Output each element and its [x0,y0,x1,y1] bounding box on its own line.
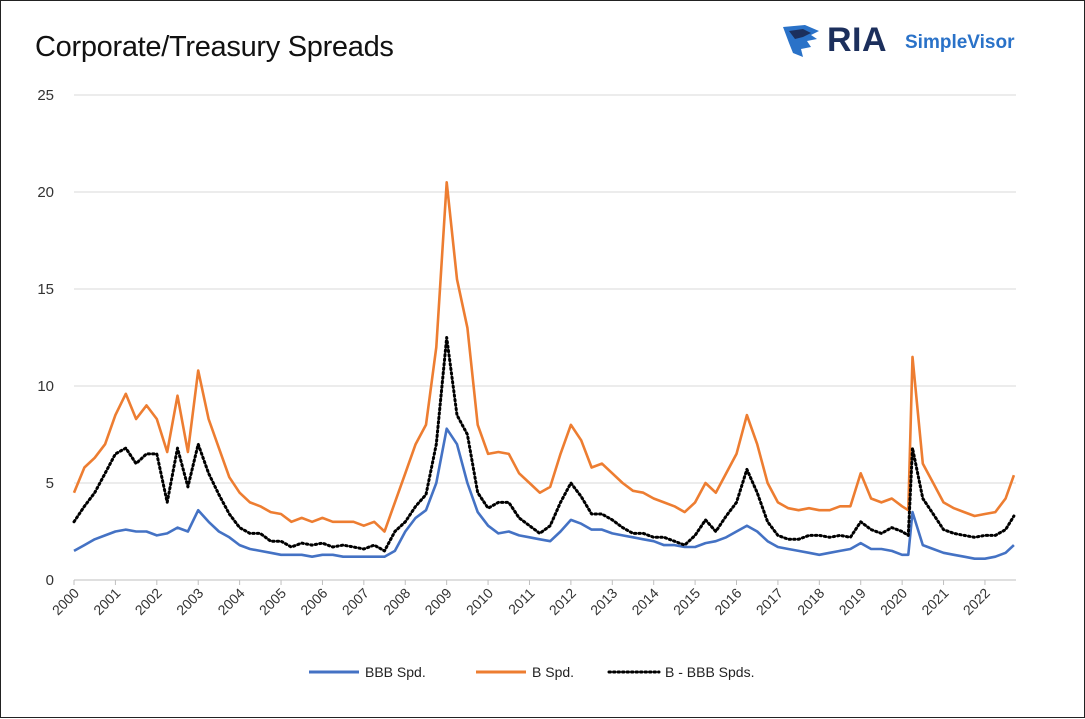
x-tick-label: 2007 [339,585,372,618]
y-tick-label: 20 [37,184,54,201]
x-tick-label: 2016 [711,585,744,618]
y-tick-label: 25 [37,87,54,104]
x-tick-label: 2021 [918,585,951,618]
legend: BBB Spd. B Spd. B - BBB Spds. [309,664,754,680]
x-axis-ticks: 2000 2001 2002 2003 2004 2005 2006 2007 2008 2009… [49,580,993,618]
x-tick-label: 2018 [794,585,827,618]
gridlines [74,94,1016,581]
x-tick-label: 2011 [505,585,538,618]
y-tick-label: 5 [46,475,54,492]
x-tick-label: 2003 [173,585,206,618]
chart-title: Corporate/Treasury Spreads [35,31,394,63]
y-tick-label: 10 [37,378,54,395]
y-axis-ticks: 0 5 10 15 20 25 [37,87,54,589]
ria-simplevisor-logo: RIA SimpleVisor [781,19,1051,67]
x-tick-label: 2004 [214,585,247,618]
legend-label: BBB Spd. [365,664,426,680]
x-tick-label: 2014 [628,585,661,618]
y-tick-label: 0 [46,572,54,589]
legend-label: B Spd. [532,664,574,680]
x-tick-label: 2002 [132,585,165,618]
series-line-b-bbb-spds [72,336,1016,553]
x-tick-label: 2008 [380,585,413,618]
x-tick-label: 2012 [546,585,579,618]
x-tick-label: 2006 [297,585,330,618]
x-tick-label: 2000 [49,585,82,618]
eagle-logo-icon [783,25,819,57]
x-tick-label: 2005 [256,585,289,618]
x-tick-label: 2020 [877,585,910,618]
x-tick-label: 2009 [421,585,454,618]
x-tick-label: 2001 [90,585,123,618]
series-line-b-spd [72,181,1016,533]
x-tick-label: 2019 [836,585,869,618]
x-tick-label: 2017 [753,585,786,618]
logo-simplevisor-text: SimpleVisor [905,32,1015,53]
series-lines [72,181,1016,561]
x-tick-label: 2022 [960,585,993,618]
x-tick-label: 2013 [587,585,620,618]
logo-ria-text: RIA [827,21,888,59]
y-tick-label: 15 [37,281,54,298]
x-tick-label: 2015 [670,585,703,618]
series-line-bbb-spd [73,427,1015,561]
x-tick-label: 2010 [463,585,496,618]
legend-label: B - BBB Spds. [665,664,754,680]
